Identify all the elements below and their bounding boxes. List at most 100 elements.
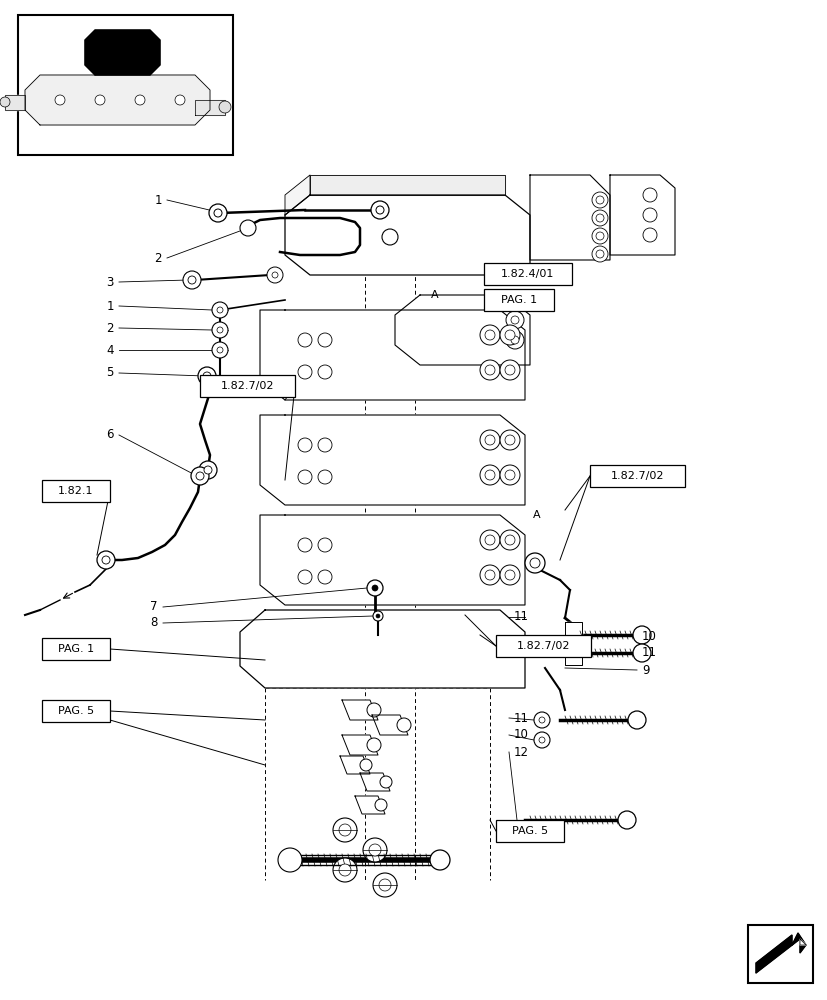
Circle shape [318,333,332,347]
Circle shape [643,228,656,242]
Circle shape [217,327,222,333]
Circle shape [318,538,332,552]
Polygon shape [360,773,390,791]
Circle shape [643,188,656,202]
Circle shape [272,272,278,278]
Circle shape [480,565,500,585]
Polygon shape [284,175,309,215]
Circle shape [396,718,410,732]
Text: PAG. 5: PAG. 5 [58,706,94,716]
Circle shape [217,347,222,353]
Bar [495,635,590,657]
Circle shape [212,302,227,318]
Circle shape [500,430,519,450]
Circle shape [203,466,212,474]
Text: 1.82.1: 1.82.1 [58,486,93,496]
Circle shape [366,703,380,717]
Circle shape [55,95,65,105]
Bar [200,375,294,397]
Circle shape [203,372,211,380]
Circle shape [218,101,231,113]
Circle shape [380,776,391,788]
Polygon shape [260,515,524,605]
Bar [42,700,110,722]
Circle shape [212,322,227,338]
Circle shape [379,879,390,891]
Circle shape [338,824,351,836]
Circle shape [213,209,222,217]
Circle shape [480,465,500,485]
Polygon shape [394,295,529,365]
Text: 1.82.4/01: 1.82.4/01 [500,269,554,279]
Circle shape [500,360,519,380]
Bar [747,925,812,983]
Circle shape [595,250,603,258]
Circle shape [510,316,519,324]
Circle shape [332,858,356,882]
Circle shape [188,276,196,284]
Circle shape [504,435,514,445]
Circle shape [298,470,312,484]
Circle shape [298,570,312,584]
Polygon shape [529,175,609,260]
Text: 12: 12 [514,746,528,758]
Circle shape [591,210,607,226]
Bar [495,820,563,842]
Circle shape [533,712,549,728]
Circle shape [332,818,356,842]
Circle shape [360,759,371,771]
Circle shape [298,365,312,379]
Text: PAG. 5: PAG. 5 [511,826,547,836]
Circle shape [318,470,332,484]
Circle shape [500,465,519,485]
Circle shape [591,246,607,262]
Circle shape [617,811,635,829]
Text: 11: 11 [514,610,528,624]
Text: A: A [533,510,540,520]
Circle shape [591,192,607,208]
Circle shape [504,470,514,480]
Circle shape [510,336,519,344]
Polygon shape [195,100,225,115]
Polygon shape [342,700,378,720]
Circle shape [538,717,544,723]
Bar [42,638,110,660]
Text: 10: 10 [514,728,528,742]
Polygon shape [260,310,524,400]
Text: 11: 11 [641,647,656,660]
Circle shape [504,570,514,580]
Polygon shape [371,715,408,735]
Circle shape [366,580,383,596]
Circle shape [97,551,115,569]
Circle shape [595,196,603,204]
Text: 10: 10 [641,630,656,643]
Circle shape [643,208,656,222]
Circle shape [480,360,500,380]
Circle shape [318,570,332,584]
Circle shape [595,214,603,222]
Circle shape [485,435,495,445]
Circle shape [375,206,384,214]
Circle shape [480,325,500,345]
Circle shape [183,271,201,289]
Circle shape [370,201,389,219]
Circle shape [500,565,519,585]
Text: 1: 1 [155,194,162,207]
Text: 8: 8 [151,616,158,630]
Text: 1: 1 [107,300,114,312]
Polygon shape [25,75,210,125]
Circle shape [524,553,544,573]
Circle shape [318,438,332,452]
Circle shape [212,342,227,358]
Circle shape [102,556,110,564]
Circle shape [429,850,449,870]
Text: 2: 2 [155,251,162,264]
Circle shape [632,626,650,644]
Text: 9: 9 [641,664,648,676]
Circle shape [266,267,283,283]
Text: PAG. 1: PAG. 1 [500,295,537,305]
Circle shape [298,538,312,552]
Circle shape [372,873,396,897]
Circle shape [362,838,386,862]
Circle shape [500,530,519,550]
